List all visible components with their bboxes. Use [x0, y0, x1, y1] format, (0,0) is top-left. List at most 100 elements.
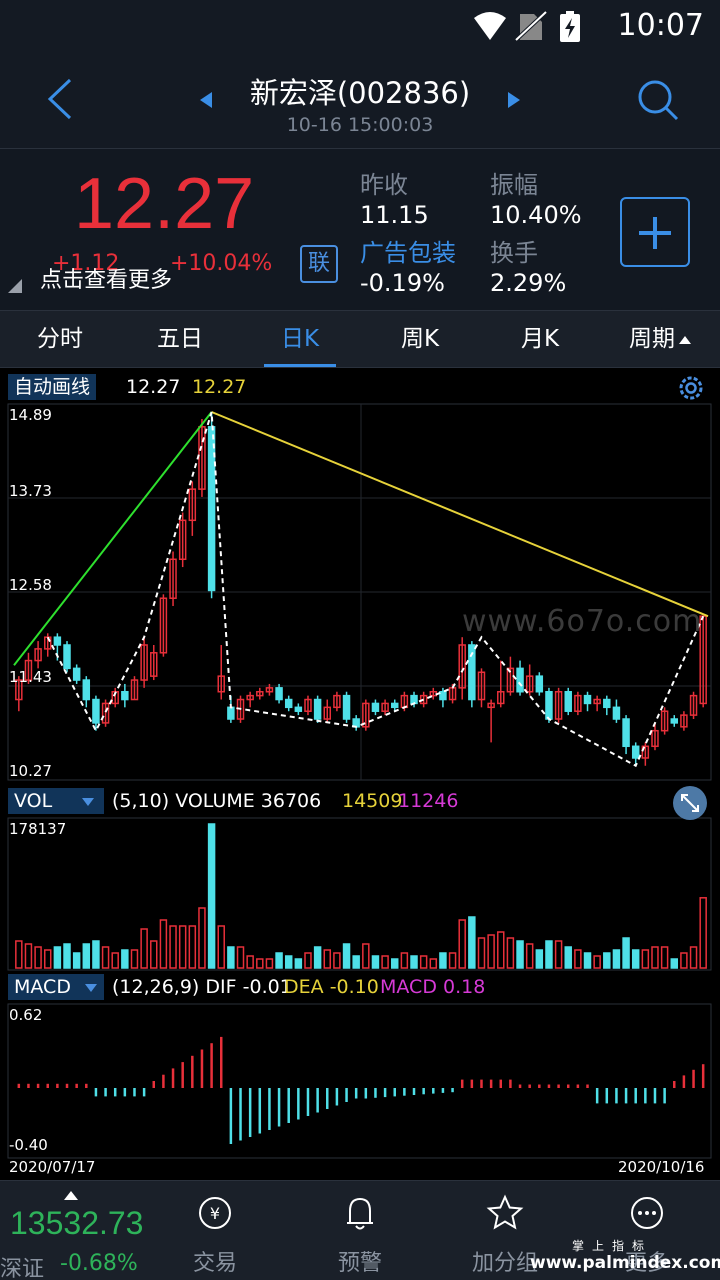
tab-weekly-k[interactable]: 周K — [400, 326, 440, 352]
volume-bar — [506, 937, 515, 969]
candle — [603, 695, 611, 716]
candle — [178, 512, 187, 568]
add-watchlist-button[interactable] — [620, 197, 690, 267]
tab-daily-k[interactable]: 日K — [240, 311, 360, 367]
macd-top-label: 0.62 — [9, 1006, 43, 1024]
volume-bar — [217, 925, 225, 969]
vol-params: (5,10) VOLUME 36706 — [112, 790, 322, 812]
volume-bar — [82, 943, 91, 969]
back-arrow-icon[interactable] — [40, 76, 80, 122]
candle — [371, 699, 380, 716]
candle — [333, 691, 341, 712]
volume-bar — [429, 958, 438, 969]
candle — [265, 683, 274, 696]
candle — [275, 683, 283, 704]
auto-draw-chip[interactable]: 自动画线 — [8, 374, 97, 400]
search-icon[interactable] — [636, 78, 680, 122]
vol-max-label: 178137 — [9, 820, 67, 838]
volume-bar — [130, 949, 139, 969]
candle — [34, 641, 42, 669]
nav-add-group[interactable]: 加分组 — [450, 1193, 560, 1277]
volume-bar — [622, 937, 630, 969]
candle — [121, 683, 129, 708]
candle — [43, 633, 52, 657]
volume-bar — [564, 946, 572, 969]
bottom-nav: 13532.73 深证 -0.68% ¥ 交易 预警 加分组 更多 掌上指标 w… — [0, 1180, 720, 1280]
candle — [468, 641, 476, 708]
tab-five-day[interactable]: 五日 — [157, 326, 203, 352]
volume-bar — [304, 952, 312, 969]
candle — [63, 641, 71, 673]
candle — [583, 691, 592, 712]
end-date: 2020/10/16 — [618, 1158, 705, 1176]
volume-bar — [381, 955, 389, 969]
volume-bar — [554, 940, 563, 969]
price-change: +1.12 — [52, 251, 120, 276]
candle — [564, 687, 572, 716]
linked-button[interactable]: 联 — [300, 245, 338, 283]
candle — [689, 691, 698, 720]
watermark-cn: 掌上指标 — [572, 1239, 653, 1253]
stock-header: 新宏泽(002836) 10-16 15:00:03 — [0, 52, 720, 148]
volume-bar — [448, 952, 457, 969]
tab-period[interactable]: 周期 — [600, 311, 720, 367]
gear-icon[interactable] — [676, 373, 706, 403]
index-value[interactable]: 13532.73 — [10, 1205, 144, 1241]
volume-bar — [390, 958, 399, 969]
volume-bar — [400, 952, 409, 969]
nav-more[interactable]: 更多 — [592, 1193, 702, 1277]
expand-icon[interactable] — [673, 786, 707, 820]
y-label-top: 14.89 — [9, 406, 52, 424]
candle — [352, 715, 360, 731]
candle — [458, 637, 466, 700]
vol-ma5: 14509 — [342, 790, 403, 812]
volume-bar — [342, 943, 351, 969]
nav-alert[interactable]: 预警 — [305, 1193, 415, 1277]
last-price: 12.27 — [74, 164, 255, 244]
candle — [24, 652, 33, 684]
kline-value-1: 12.27 — [126, 376, 181, 398]
bell-icon — [347, 1197, 373, 1230]
candle — [554, 687, 563, 723]
sector-link[interactable]: 广告包装 — [360, 239, 456, 267]
view-more-button[interactable]: 点击查看更多 — [8, 259, 172, 303]
nav-trade[interactable]: ¥ 交易 — [160, 1193, 270, 1277]
prev-stock-icon[interactable] — [198, 90, 216, 110]
vol-chip[interactable]: VOL — [8, 788, 104, 814]
volume-bar — [24, 943, 33, 969]
candle — [159, 594, 168, 657]
candle — [429, 687, 438, 700]
caret-up-icon — [679, 335, 691, 344]
candle — [150, 644, 158, 681]
kline-value-2: 12.27 — [192, 376, 247, 398]
volume-bar — [313, 946, 322, 969]
turnover-label: 换手 — [490, 239, 538, 267]
next-stock-icon[interactable] — [504, 90, 522, 110]
prev-close-value: 11.15 — [360, 201, 429, 229]
volume-bar — [631, 949, 640, 969]
candle — [506, 656, 515, 696]
expand-up-icon[interactable] — [64, 1191, 78, 1200]
tab-intraday[interactable]: 分时 — [37, 326, 83, 352]
tab-monthly-k[interactable]: 月K — [520, 326, 560, 352]
volume-bar — [699, 897, 707, 969]
clock: 10:07 — [617, 8, 704, 43]
volume-bar — [468, 916, 476, 969]
macd-chip[interactable]: MACD — [8, 974, 104, 1000]
kline-chart-svg[interactable] — [0, 368, 720, 1180]
volume-bar — [63, 943, 71, 969]
volume-bar — [265, 958, 274, 969]
prev-close-label: 昨收 — [360, 171, 408, 199]
candle — [622, 715, 630, 755]
volume-bar — [477, 937, 486, 969]
volume-bar — [140, 928, 148, 969]
candle — [535, 672, 544, 696]
index-name: 深证 — [0, 1257, 45, 1280]
volume-bar — [362, 943, 370, 969]
volume-bar — [121, 949, 129, 969]
candle — [207, 412, 216, 599]
candle — [631, 742, 640, 766]
volume-bar — [487, 934, 495, 969]
candle — [92, 695, 100, 731]
index-change: -0.68% — [60, 1251, 138, 1276]
